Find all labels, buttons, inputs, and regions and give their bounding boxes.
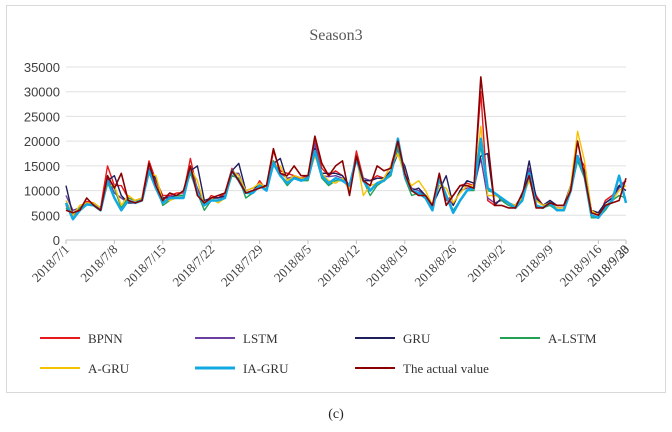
x-tick-label: 2018/7/15 bbox=[121, 242, 169, 290]
figure-caption: (c) bbox=[328, 407, 344, 422]
y-tick-label: 25000 bbox=[24, 109, 60, 124]
y-tick-label: 20000 bbox=[24, 134, 60, 149]
legend-label: A-GRU bbox=[88, 361, 130, 376]
legend-label: The actual value bbox=[403, 361, 489, 376]
gridlines bbox=[66, 66, 626, 241]
legend-label: BPNN bbox=[88, 331, 123, 346]
chart-title: Season3 bbox=[309, 27, 362, 44]
x-axis: 2018/7/1 2018/7/8 2018/7/15 2018/7/22 2018/7… bbox=[29, 240, 632, 289]
x-tick-label: 2018/7/22 bbox=[169, 242, 217, 290]
x-tick-label: 2018/8/26 bbox=[411, 241, 459, 289]
x-tick-label: 2018/7/8 bbox=[77, 242, 120, 285]
series-line-the-actual-value bbox=[65, 76, 627, 217]
x-tick-label: 2018/7/1 bbox=[29, 242, 72, 285]
y-tick-label: 15000 bbox=[24, 159, 60, 174]
y-tick-label: 5000 bbox=[31, 208, 60, 223]
series-lines bbox=[64, 76, 628, 221]
x-tick-label: 2018/8/12 bbox=[315, 242, 363, 290]
legend: BPNN LSTM GRU A-LSTM A-GRU IA-GRU The actual v… bbox=[40, 331, 597, 376]
x-tick-label: 2018/8/5 bbox=[271, 242, 314, 285]
y-axis: 0 5000 10000 15000 20000 25000 30000 35000 bbox=[24, 60, 60, 248]
y-tick-label: 0 bbox=[53, 233, 60, 248]
chart-frame bbox=[6, 5, 666, 393]
legend-label: A-LSTM bbox=[548, 331, 597, 346]
x-tick-label: 2018/9/2 bbox=[464, 242, 507, 285]
y-tick-label: 10000 bbox=[24, 184, 60, 199]
x-tick-label: 2018/7/29 bbox=[218, 242, 266, 290]
legend-label: LSTM bbox=[243, 331, 278, 346]
y-tick-label: 30000 bbox=[24, 85, 60, 100]
y-tick-label: 35000 bbox=[24, 60, 60, 75]
x-tick-label: 2018/8/19 bbox=[363, 242, 411, 290]
legend-label: GRU bbox=[403, 331, 431, 346]
legend-label: IA-GRU bbox=[243, 361, 289, 376]
x-tick-label: 2018/9/9 bbox=[513, 242, 556, 285]
series-line-bpnn bbox=[65, 90, 627, 219]
